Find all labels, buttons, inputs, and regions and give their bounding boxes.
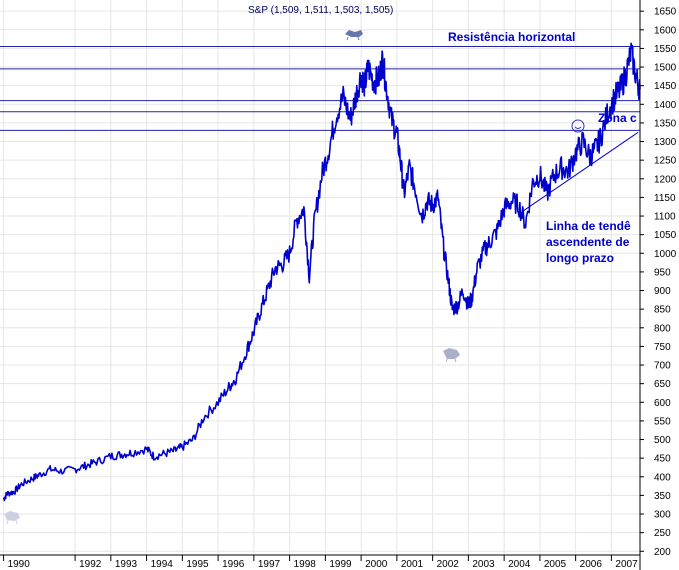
x-tick-label: 1995 (186, 559, 209, 570)
y-tick-label: 950 (654, 267, 671, 278)
x-tick-label: 2000 (365, 559, 388, 570)
x-tick-label: 1993 (115, 559, 138, 570)
y-tick-label: 200 (654, 547, 671, 558)
y-tick-label: 1600 (654, 25, 677, 36)
y-tick-labels: 1650 1600 1550 1500 1450 1400 1350 1300 1250 1200… (640, 7, 677, 558)
x-tick-label: 2005 (544, 559, 567, 570)
annotation-trend-line3: longo prazo (546, 251, 614, 265)
y-tick-label: 400 (654, 472, 671, 483)
y-tick-label: 900 (654, 286, 671, 297)
y-tick-label: 600 (654, 398, 671, 409)
y-tick-label: 1350 (654, 118, 677, 129)
y-tick-label: 700 (654, 361, 671, 372)
x-tick-label: 1996 (222, 559, 245, 570)
y-tick-label: 450 (654, 454, 671, 465)
chart-title: S&P (1,509, 1,511, 1,503, 1,505) (248, 5, 393, 16)
y-tick-label: 1200 (654, 174, 677, 185)
bull-icon (345, 30, 363, 41)
y-tick-label: 1450 (654, 81, 677, 92)
y-tick-label: 1550 (654, 44, 677, 55)
x-tick-label: 2002 (437, 559, 460, 570)
y-tick-label: 1300 (654, 137, 677, 148)
y-tick-label: 750 (654, 342, 671, 353)
annotation-trend-line2: ascendente de (546, 235, 630, 249)
x-tick-label: 1994 (151, 559, 174, 570)
trendline-group (518, 131, 639, 215)
resistance-lines (0, 46, 640, 131)
x-tick-label: 2001 (401, 559, 424, 570)
goat-icon (4, 511, 20, 525)
annotation-resistance: Resistência horizontal (448, 30, 575, 44)
x-tick-label: 2003 (472, 559, 495, 570)
price-series (2, 42, 641, 502)
y-tick-label: 300 (654, 510, 671, 521)
y-tick-label: 850 (654, 305, 671, 316)
x-tick-label: 1999 (329, 559, 352, 570)
y-tick-label: 1500 (654, 63, 677, 74)
y-tick-label: 1400 (654, 100, 677, 111)
y-tick-label: 1250 (654, 156, 677, 167)
y-tick-label: 1000 (654, 249, 677, 260)
trendline (518, 131, 639, 215)
x-tick-label: 2004 (508, 559, 531, 570)
x-tick-label: 1998 (294, 559, 317, 570)
y-tick-label: 1150 (654, 193, 676, 204)
y-tick-label: 1050 (654, 230, 677, 241)
smiley-icon-mouth (574, 126, 582, 129)
y-tick-label: 1650 (654, 7, 677, 18)
y-tick-label: 650 (654, 379, 671, 390)
annotation-trend-line1: Linha de tendê (546, 219, 631, 233)
y-tick-label: 500 (654, 435, 671, 446)
x-tick-label: 1992 (79, 559, 102, 570)
y-tick-label: 550 (654, 416, 671, 427)
x-tick-label: 1990 (8, 559, 31, 570)
price-line (2, 42, 641, 502)
x-tick-label: 2006 (580, 559, 603, 570)
y-tick-label: 250 (654, 528, 671, 539)
y-tick-label: 1100 (654, 212, 676, 223)
smiley-icon (571, 119, 585, 133)
x-tick-label: 2007 (615, 559, 638, 570)
y-tick-label: 800 (654, 323, 671, 334)
bear-icon (443, 348, 460, 363)
x-tick-labels: 1990 1992 1993 1994 1995 1996 1997 1998 1999 2000… (3, 555, 638, 570)
annotation-zone: Zona c (598, 111, 637, 125)
y-tick-label: 350 (654, 491, 671, 502)
x-tick-label: 1997 (258, 559, 281, 570)
grid (0, 0, 640, 555)
